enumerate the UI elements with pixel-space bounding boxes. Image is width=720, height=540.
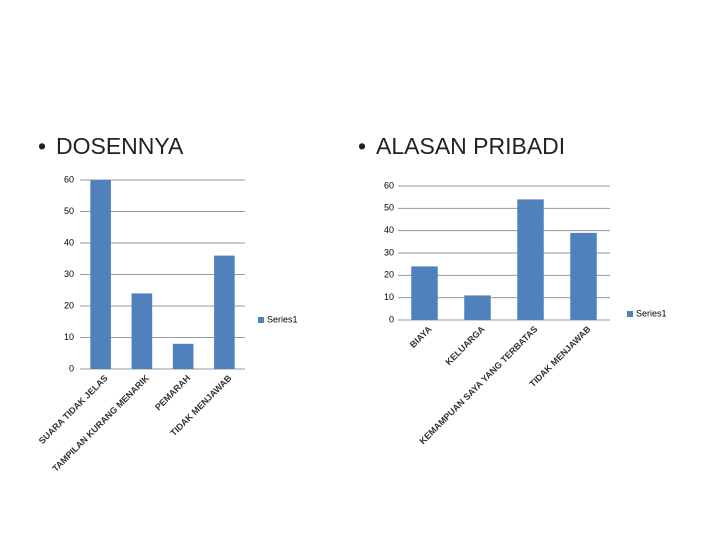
y-tick-label: 20 (64, 300, 74, 310)
y-tick-label: 50 (384, 203, 394, 213)
bar (570, 232, 597, 320)
y-tick-label: 40 (64, 237, 74, 247)
bullet: • (358, 133, 366, 159)
y-tick-label: 0 (389, 314, 394, 324)
bar (464, 295, 491, 320)
y-tick-label: 60 (64, 174, 74, 184)
legend-label: Series1 (636, 308, 667, 318)
y-tick-label: 30 (384, 247, 394, 257)
bar (90, 180, 111, 369)
y-tick-label: 10 (384, 292, 394, 302)
x-tick-label: SUARA TIDAK JELAS (37, 373, 110, 446)
legend-swatch (258, 317, 264, 323)
x-tick-label: PEMARAH (153, 373, 192, 412)
x-tick-label: BIAYA (408, 324, 434, 350)
chart-title: DOSENNYA (56, 133, 184, 159)
y-tick-label: 40 (384, 225, 394, 235)
chart-title: ALASAN PRIBADI (376, 133, 565, 159)
y-tick-label: 30 (64, 269, 74, 279)
bar (517, 199, 544, 320)
bar (172, 343, 194, 369)
bar (411, 266, 438, 320)
y-tick-label: 20 (384, 270, 394, 280)
bullet: • (38, 133, 46, 159)
bar (214, 255, 235, 369)
x-tick-label: KELUARGA (443, 324, 486, 367)
y-tick-label: 10 (64, 332, 74, 342)
y-tick-label: 60 (384, 180, 394, 190)
bar (131, 293, 153, 369)
x-tick-label: KEMAMPUAN SAYA YANG TERBATAS (417, 324, 539, 446)
legend-swatch (627, 311, 633, 317)
y-tick-label: 0 (69, 363, 74, 373)
y-tick-label: 50 (64, 206, 74, 216)
legend-label: Series1 (267, 314, 298, 324)
x-tick-label: TIDAK MENJAWAB (528, 324, 593, 389)
